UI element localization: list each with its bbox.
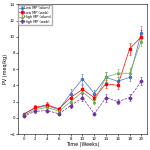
Legend: Low MP (alum), Low MP (web), High MP (alum), High MP (web): Low MP (alum), Low MP (web), High MP (al… <box>18 5 52 25</box>
X-axis label: Time (Weeks): Time (Weeks) <box>66 142 99 147</box>
Y-axis label: PV (meq/kg): PV (meq/kg) <box>3 54 8 84</box>
